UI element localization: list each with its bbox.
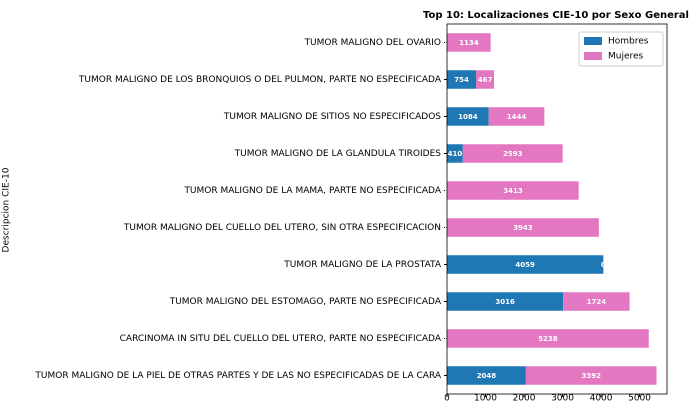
bar-segment — [447, 292, 564, 311]
y-tick-label: CARCINOMA IN SITU DEL CUELLO DEL UTERO, … — [120, 334, 442, 344]
bar-segment — [447, 107, 489, 126]
data-label: 1134 — [459, 39, 479, 47]
bar-segment — [447, 181, 579, 200]
legend-swatch — [584, 37, 602, 45]
data-label: 3016 — [495, 298, 515, 306]
chart-title: Top 10: Localizaciones CIE-10 por Sexo G… — [423, 10, 689, 21]
y-tick-label: TUMOR MALIGNO DEL OVARIO — [304, 38, 441, 48]
x-tick-label: 5000 — [628, 394, 651, 404]
y-axis-label: Descripcion CIE-10 — [2, 167, 12, 252]
data-label: 4059 — [515, 261, 535, 269]
plot-frame — [446, 23, 668, 395]
legend-swatch — [584, 52, 602, 60]
y-tick-label: TUMOR MALIGNO DE LA MAMA, PARTE NO ESPEC… — [183, 186, 441, 196]
data-label: 467 — [478, 76, 493, 84]
y-tick-label: TUMOR MALIGNO DE LA GLANDULA TIROIDES — [234, 149, 442, 159]
bar-segment — [447, 255, 604, 274]
y-tick-label: TUMOR MALIGNO DE LOS BRONQUIOS O DEL PUL… — [78, 75, 442, 85]
y-tick-label: TUMOR MALIGNO DEL ESTOMAGO, PARTE NO ESP… — [169, 297, 442, 307]
data-label: 754 — [454, 76, 469, 84]
data-label: 3943 — [513, 224, 533, 232]
bar-segment — [447, 33, 491, 52]
bar-segment — [462, 144, 563, 163]
bar-segment — [447, 366, 526, 385]
y-tick-label: TUMOR MALIGNO DE SITIOS NO ESPECIFICADOS — [223, 112, 441, 122]
x-tick-label: 3000 — [551, 394, 574, 404]
data-label: 0 — [601, 261, 606, 269]
bar-segment — [447, 218, 599, 237]
data-label: 1444 — [507, 113, 527, 121]
bar-segment — [447, 329, 649, 348]
y-tick-label: TUMOR MALIGNO DE LA PIEL DE OTRAS PARTES… — [34, 371, 441, 381]
data-label: 2048 — [477, 372, 497, 380]
legend-label: Hombres — [608, 37, 649, 47]
bar-segment — [563, 292, 630, 311]
data-label: 5238 — [538, 335, 558, 343]
x-tick-label: 2000 — [513, 394, 536, 404]
data-label: 410 — [448, 150, 463, 158]
data-label: 3392 — [581, 372, 601, 380]
data-label: 1724 — [587, 298, 607, 306]
bar-segment — [525, 366, 657, 385]
legend-label: Mujeres — [608, 52, 644, 62]
bar-segment — [447, 144, 463, 163]
bar-segment — [447, 70, 477, 89]
data-label: 3413 — [503, 187, 523, 195]
data-label: 2593 — [503, 150, 523, 158]
y-tick-label: TUMOR MALIGNO DEL CUELLO DEL UTERO, SIN … — [123, 223, 441, 233]
x-tick-label: 1000 — [474, 394, 497, 404]
data-label: 1084 — [458, 113, 478, 121]
bar-segment — [476, 70, 495, 89]
bar-segment — [488, 107, 545, 126]
x-tick-label: 4000 — [590, 394, 613, 404]
y-tick-label: TUMOR MALIGNO DE LA PROSTATA — [283, 260, 442, 270]
x-tick-label: 0 — [444, 394, 450, 404]
